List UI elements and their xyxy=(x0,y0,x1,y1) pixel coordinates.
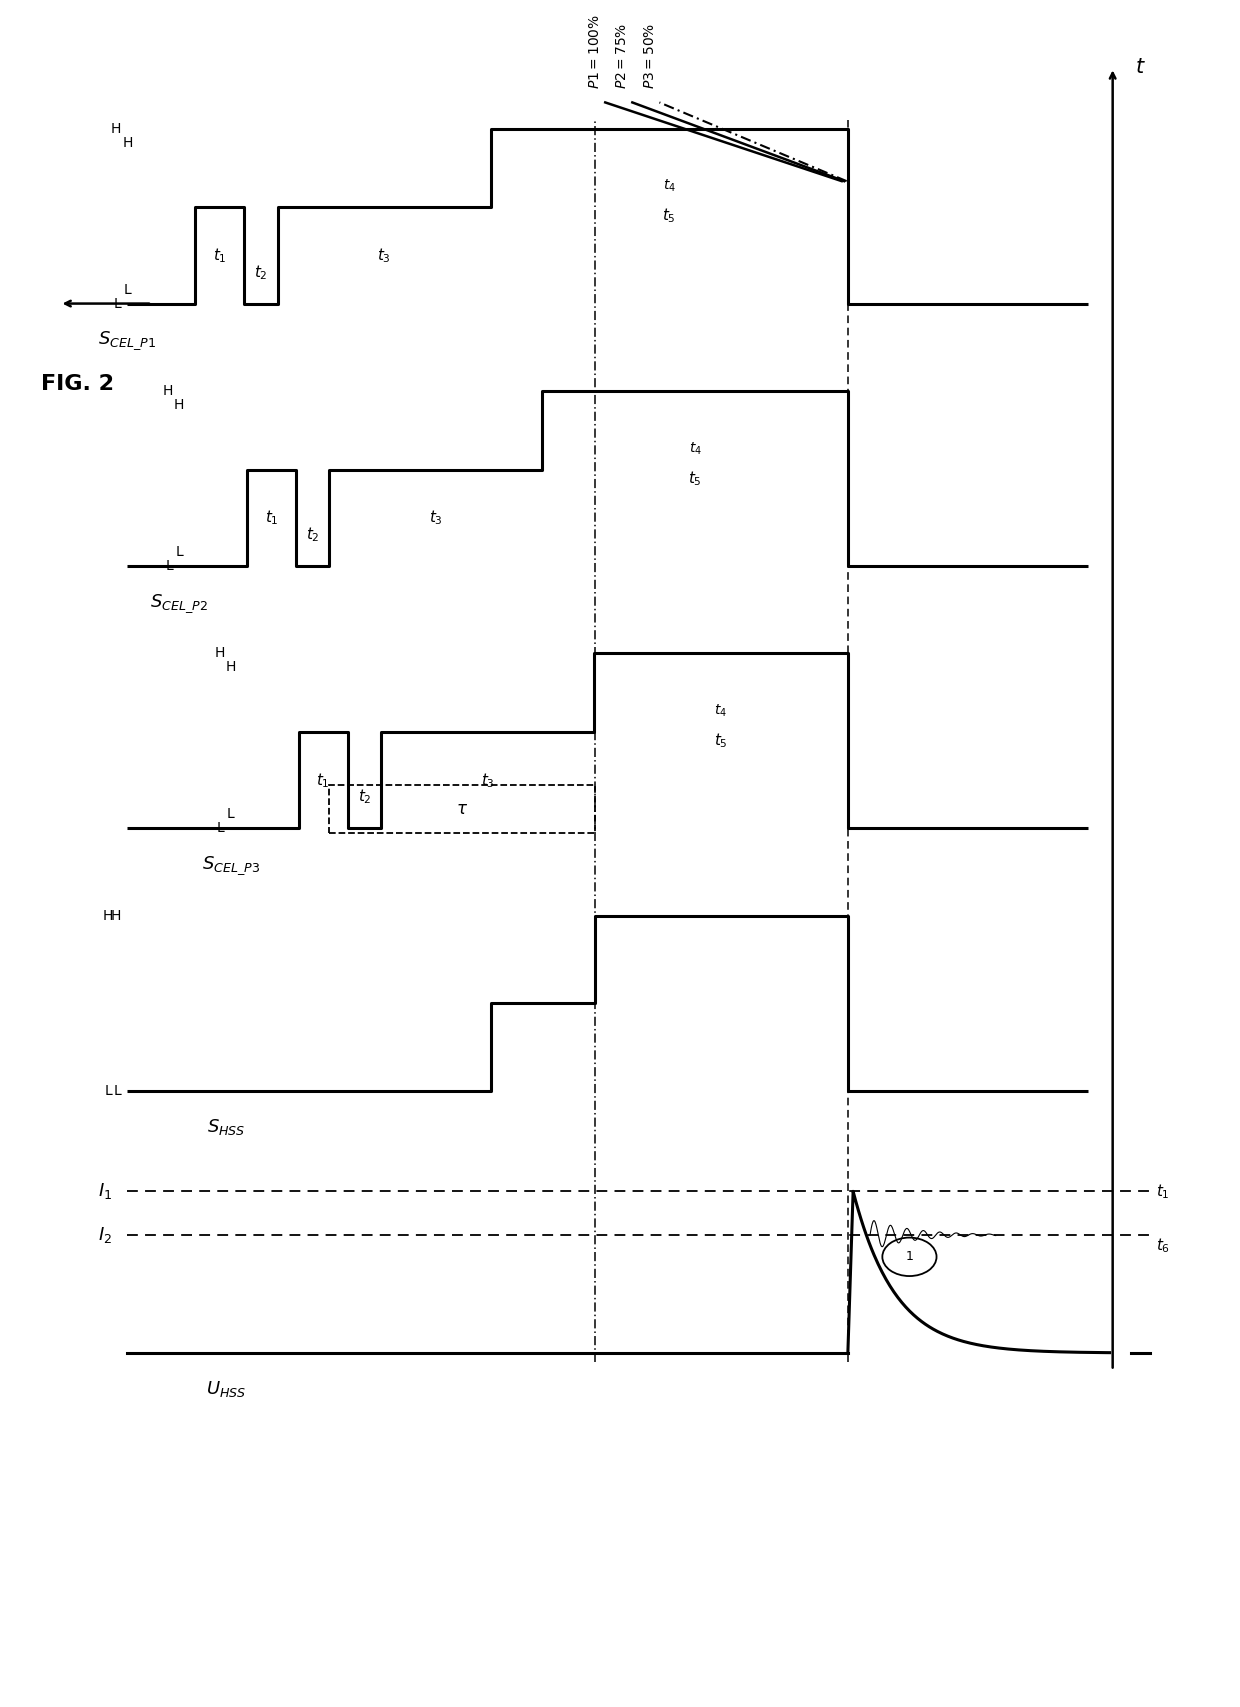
Text: $t_6$: $t_6$ xyxy=(1156,1236,1169,1255)
Text: $t_5$: $t_5$ xyxy=(688,469,702,488)
Text: $t_3$: $t_3$ xyxy=(377,246,391,265)
Text: H: H xyxy=(102,908,113,923)
Text: H: H xyxy=(174,398,185,411)
Text: $I_1$: $I_1$ xyxy=(98,1181,113,1202)
Text: $t_5$: $t_5$ xyxy=(714,732,728,749)
Text: L: L xyxy=(113,297,122,311)
Text: $t_4$: $t_4$ xyxy=(714,703,728,719)
Text: L: L xyxy=(124,283,131,297)
Text: H: H xyxy=(226,661,236,674)
Text: H: H xyxy=(110,908,122,923)
Text: 1: 1 xyxy=(905,1250,914,1263)
Text: $t_2$: $t_2$ xyxy=(306,526,320,545)
Bar xyxy=(330,785,595,833)
Text: H: H xyxy=(110,121,122,135)
Text: $t_2$: $t_2$ xyxy=(254,263,268,282)
Text: $S_{CEL\_P1}$: $S_{CEL\_P1}$ xyxy=(98,329,156,352)
Text: $I_2$: $I_2$ xyxy=(98,1226,113,1244)
Text: $S_{HSS}$: $S_{HSS}$ xyxy=(207,1116,246,1137)
Text: $t$: $t$ xyxy=(1135,58,1146,77)
Text: H: H xyxy=(162,384,172,398)
Text: L: L xyxy=(165,558,172,574)
Text: $S_{CEL\_P3}$: $S_{CEL\_P3}$ xyxy=(202,855,260,877)
Text: $t_1$: $t_1$ xyxy=(213,246,227,265)
Text: $t_4$: $t_4$ xyxy=(688,440,702,456)
Text: H: H xyxy=(123,135,133,150)
Text: H: H xyxy=(215,647,224,661)
Text: $P1 = 100\%$: $P1 = 100\%$ xyxy=(588,14,603,89)
Text: $P3 = 50\%$: $P3 = 50\%$ xyxy=(642,24,656,89)
Text: $\tau$: $\tau$ xyxy=(456,799,469,818)
Text: $t_1$: $t_1$ xyxy=(1156,1181,1169,1200)
Text: $t_3$: $t_3$ xyxy=(481,772,495,790)
Text: L: L xyxy=(113,1084,122,1098)
Text: L: L xyxy=(105,1084,113,1098)
Text: $t_4$: $t_4$ xyxy=(662,178,676,195)
Text: $t_2$: $t_2$ xyxy=(357,787,371,806)
Text: L: L xyxy=(217,821,224,835)
Text: $t_3$: $t_3$ xyxy=(429,509,443,527)
Text: $t_1$: $t_1$ xyxy=(316,772,330,790)
Text: $t_5$: $t_5$ xyxy=(662,207,676,225)
Text: $U_{HSS}$: $U_{HSS}$ xyxy=(206,1379,246,1400)
Text: $S_{CEL\_P2}$: $S_{CEL\_P2}$ xyxy=(150,592,208,615)
Text: L: L xyxy=(175,545,184,558)
Text: FIG. 2: FIG. 2 xyxy=(41,374,114,394)
Text: $t_1$: $t_1$ xyxy=(264,509,278,527)
Text: L: L xyxy=(227,807,234,821)
Text: $P2 = 75\%$: $P2 = 75\%$ xyxy=(615,24,630,89)
